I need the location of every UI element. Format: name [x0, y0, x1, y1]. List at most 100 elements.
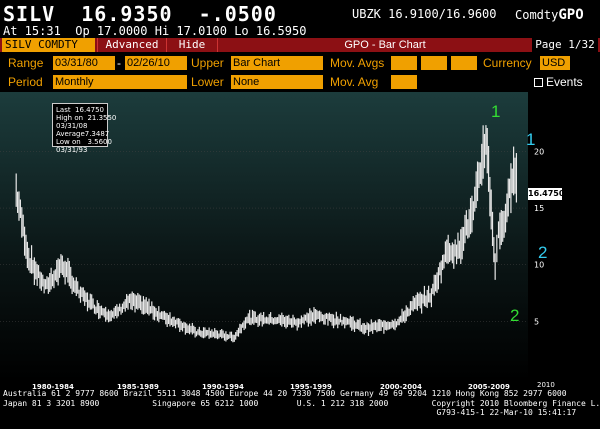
price-bar — [222, 330, 224, 338]
price-bar — [145, 297, 147, 313]
range-label: Range — [8, 56, 44, 70]
price-bar — [142, 296, 145, 315]
price-bar — [71, 275, 73, 295]
lower-chart-type-field[interactable]: None — [231, 75, 323, 89]
price-bar — [300, 315, 302, 328]
price-bar — [15, 173, 17, 207]
security-field[interactable]: SILV COMDTY — [2, 38, 95, 52]
price-bar — [376, 322, 378, 333]
price-bar — [84, 290, 86, 306]
price-bar — [513, 146, 515, 196]
price-bar — [370, 319, 372, 332]
price-bar — [324, 313, 326, 325]
price-bar — [77, 281, 79, 294]
price-bar — [102, 308, 104, 316]
price-bar — [372, 322, 374, 334]
price-bar — [191, 322, 193, 335]
currency-field[interactable]: USD — [540, 56, 570, 70]
average-value: 7.3487 — [84, 130, 110, 138]
price-bar — [201, 330, 203, 338]
price-bar — [216, 330, 219, 340]
price-bar — [356, 319, 358, 329]
hide-button[interactable]: Hide — [167, 38, 218, 52]
price-bar — [257, 315, 259, 327]
price-bar — [121, 303, 124, 313]
price-bar — [310, 310, 312, 326]
price-bar — [332, 314, 335, 329]
price-bar — [261, 315, 263, 327]
price-bar — [497, 221, 500, 239]
price-bar — [159, 312, 161, 320]
price-bar — [253, 310, 255, 325]
price-bar — [21, 207, 23, 238]
price-bar — [321, 314, 323, 322]
price-bar — [64, 260, 66, 285]
high-value: 21.3550 — [87, 114, 117, 122]
price-bar — [485, 125, 487, 155]
lower-mov-avg-field[interactable] — [391, 75, 417, 89]
mov-avg-field-2[interactable] — [421, 56, 447, 70]
price-bar — [296, 318, 298, 331]
mov-avg-field-3[interactable] — [451, 56, 477, 70]
price-bar — [183, 321, 185, 329]
price-bar — [331, 313, 333, 326]
price-bar — [240, 324, 242, 334]
price-bar — [151, 301, 153, 314]
price-bar — [291, 318, 293, 328]
range-end-field[interactable]: 02/26/10 — [125, 56, 187, 70]
price-bar — [173, 316, 175, 326]
price-bar — [299, 318, 301, 325]
upper-chart-type-field[interactable]: Bar Chart — [231, 56, 323, 70]
statistics-legend: Last 16.4750 High on 03/31/08 21.3550 Aver… — [52, 103, 116, 154]
price-bar — [387, 321, 389, 330]
price-bar — [265, 316, 268, 324]
price-bar — [366, 322, 368, 330]
price-bar — [444, 241, 446, 263]
price-bar — [467, 219, 469, 239]
price-bar — [386, 321, 388, 331]
price-bar — [116, 304, 118, 319]
price-bar — [284, 316, 286, 327]
advanced-button[interactable]: Advanced — [97, 38, 167, 52]
price-bar — [286, 315, 289, 328]
price-bar — [195, 331, 198, 337]
price-bar — [362, 323, 364, 334]
price-bar — [352, 316, 354, 330]
y-tick-label: 10 — [534, 261, 544, 270]
price-bar — [446, 239, 448, 264]
price-bar — [457, 232, 459, 259]
price-bar — [348, 318, 350, 325]
price-bar — [499, 212, 501, 250]
price-bar — [158, 306, 160, 323]
events-checkbox[interactable] — [534, 78, 543, 87]
yellow-key-label: Comdty — [515, 8, 559, 22]
price-bar — [502, 210, 504, 242]
price-bar — [25, 234, 27, 259]
price-bar — [344, 317, 346, 329]
price-bar — [194, 326, 196, 338]
price-bar — [377, 319, 379, 332]
price-bar — [43, 278, 45, 294]
period-field[interactable]: Monthly — [53, 75, 187, 89]
price-bar — [411, 301, 413, 311]
price-bar — [421, 293, 423, 314]
price-bar — [514, 157, 516, 194]
price-bar — [92, 298, 94, 309]
price-bar — [23, 226, 26, 256]
price-bar — [400, 315, 402, 323]
price-bar — [418, 293, 420, 307]
price-bar — [282, 314, 284, 325]
price-bar — [239, 323, 241, 334]
price-bar — [180, 321, 182, 330]
price-bar — [476, 161, 479, 202]
price-bar — [35, 261, 37, 280]
price-bar — [179, 318, 181, 332]
price-bar — [398, 316, 400, 326]
range-start-field[interactable]: 03/31/80 — [53, 56, 115, 70]
price-bar — [42, 274, 44, 287]
high-label: High on 03/31/08 — [56, 114, 88, 130]
price-bar — [429, 293, 431, 303]
price-bar — [302, 317, 304, 324]
mov-avg-field-1[interactable] — [391, 56, 417, 70]
events-label: Events — [546, 75, 583, 89]
